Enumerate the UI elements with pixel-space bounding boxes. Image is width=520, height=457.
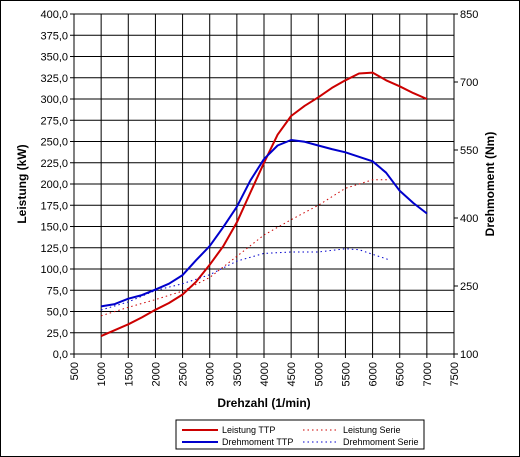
x-tick-label: 3000 — [205, 362, 217, 386]
y-left-tick-label: 400,0 — [40, 9, 68, 21]
y-left-tick-label: 325,0 — [40, 73, 68, 85]
legend-label: Drehmoment TTP — [222, 437, 293, 447]
x-tick-label: 3500 — [232, 362, 244, 386]
legend-box — [175, 419, 425, 450]
series-line-leistung-ttp — [100, 71, 428, 338]
x-tick-label: 2500 — [178, 362, 190, 386]
y-left-tick-label: 100,0 — [40, 264, 68, 276]
x-tick-label: 500 — [69, 362, 81, 380]
y-right-tick-label: 550 — [460, 145, 478, 157]
legend-label: Drehmoment Serie — [343, 437, 419, 447]
y-left-tick-label: 275,0 — [40, 115, 68, 127]
y-right-tick-label: 250 — [460, 281, 478, 293]
grid — [74, 14, 454, 354]
x-tick-label: 4500 — [286, 362, 298, 386]
y-left-tick-label: 225,0 — [40, 158, 68, 170]
y-left-tick-label: 250,0 — [40, 137, 68, 149]
x-tick-label: 1500 — [123, 362, 135, 386]
y-right-tick-label: 400 — [460, 213, 478, 225]
x-axis-title: Drehzahl (1/min) — [217, 396, 310, 410]
y-left-tick-label: 50,0 — [47, 307, 68, 319]
y-left-tick-label: 0,0 — [53, 349, 68, 361]
y-left-tick-label: 200,0 — [40, 179, 68, 191]
y-left-tick-label: 375,0 — [40, 30, 68, 42]
y-right-tick-label: 700 — [460, 77, 478, 89]
x-tick-label: 1000 — [96, 362, 108, 386]
x-tick-label: 7000 — [422, 362, 434, 386]
legend-label: Leistung Serie — [343, 425, 401, 435]
y-left-tick-label: 125,0 — [40, 243, 68, 255]
x-tick-label: 6000 — [368, 362, 380, 386]
x-tick-label: 6500 — [395, 362, 407, 386]
right-axis-ticks: 100 250 400 550 700 850 — [454, 9, 478, 361]
y-axis-left-title: Leistung (kW) — [15, 144, 29, 223]
x-tick-label: 2000 — [150, 362, 162, 386]
x-tick-label: 7500 — [449, 362, 461, 386]
series-group — [100, 71, 428, 338]
y-axis-right-title: Drehmoment (Nm) — [483, 132, 497, 237]
y-right-tick-label: 850 — [460, 9, 478, 21]
y-left-tick-label: 150,0 — [40, 222, 68, 234]
series-line-leistung-serie — [100, 179, 389, 317]
legend-label: Leistung TTP — [222, 425, 275, 435]
x-axis-ticks: 500 1000 1500 2000 2500 3000 3500 4000 4500 5000 5… — [69, 354, 461, 386]
y-left-tick-label: 175,0 — [40, 200, 68, 212]
series-line-drehmoment-ttp — [100, 139, 428, 308]
x-tick-label: 5000 — [313, 362, 325, 386]
y-left-tick-label: 75,0 — [47, 285, 68, 297]
y-right-tick-label: 100 — [460, 349, 478, 361]
y-left-tick-label: 350,0 — [40, 52, 68, 64]
legend: Leistung TTP Leistung Serie Drehmoment TTP… — [175, 419, 425, 450]
left-axis-ticks: 0,0 25,0 50,0 75,0 100,0 125,0 150,0 175,0 200,0… — [40, 9, 74, 361]
y-left-tick-label: 300,0 — [40, 94, 68, 106]
x-tick-label: 5500 — [340, 362, 352, 386]
y-left-tick-label: 25,0 — [47, 328, 68, 340]
x-tick-label: 4000 — [259, 362, 271, 386]
